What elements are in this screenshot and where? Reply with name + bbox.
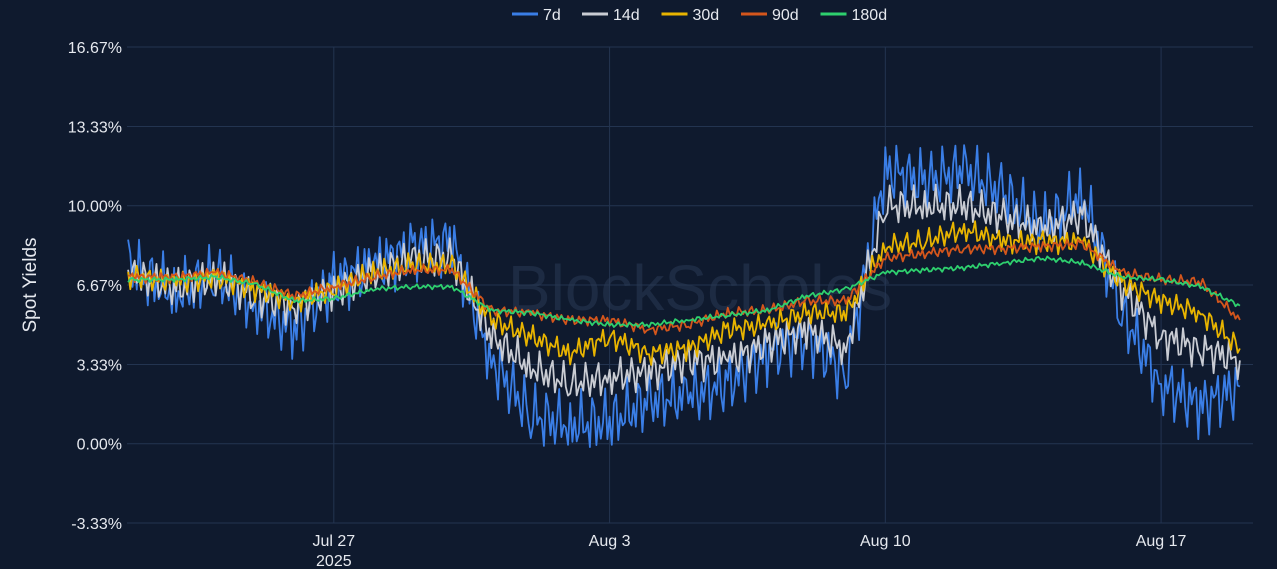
legend-label: 90d bbox=[772, 7, 799, 24]
y-axis: 16.67% 13.33% 10.00% 6.67% 3.33% 0.00% -3.33% bbox=[68, 40, 122, 533]
y-axis-label: Spot Yields bbox=[20, 237, 41, 332]
legend[interactable]: 7d 14d 30d 90d 180d bbox=[512, 7, 887, 24]
x-tick-label: Aug 10 bbox=[860, 533, 911, 550]
legend-item-180d[interactable]: 180d bbox=[820, 7, 888, 24]
x-tick-label: Aug 17 bbox=[1136, 533, 1187, 550]
legend-item-90d[interactable]: 90d bbox=[741, 7, 799, 24]
series-line-180d bbox=[127, 255, 1241, 329]
x-axis: Jul 27 2025 Aug 3 Aug 10 Aug 17 bbox=[312, 533, 1186, 569]
series-line-7d bbox=[127, 144, 1241, 449]
y-tick-label: 13.33% bbox=[68, 119, 122, 136]
x-tick-label: Aug 3 bbox=[589, 533, 631, 550]
legend-label: 14d bbox=[613, 7, 640, 24]
y-tick-label: 10.00% bbox=[68, 199, 122, 216]
legend-item-30d[interactable]: 30d bbox=[661, 7, 720, 24]
watermark: BlockScholes bbox=[508, 252, 892, 324]
y-tick-label: 6.67% bbox=[77, 278, 122, 295]
y-tick-label: 16.67% bbox=[68, 40, 122, 57]
legend-label: 180d bbox=[852, 7, 888, 24]
legend-item-7d[interactable]: 7d bbox=[512, 7, 561, 24]
x-tick-label: Jul 27 bbox=[312, 533, 355, 550]
series-line-30d bbox=[127, 220, 1241, 366]
y-tick-label: -3.33% bbox=[71, 516, 122, 533]
legend-item-14d[interactable]: 14d bbox=[582, 7, 640, 24]
legend-label: 30d bbox=[693, 7, 720, 24]
y-tick-label: 0.00% bbox=[77, 437, 122, 454]
x-tick-year: 2025 bbox=[316, 553, 352, 569]
legend-label: 7d bbox=[543, 7, 561, 24]
series-layer bbox=[127, 144, 1241, 449]
grid bbox=[127, 46, 1253, 524]
y-tick-label: 3.33% bbox=[77, 357, 122, 374]
